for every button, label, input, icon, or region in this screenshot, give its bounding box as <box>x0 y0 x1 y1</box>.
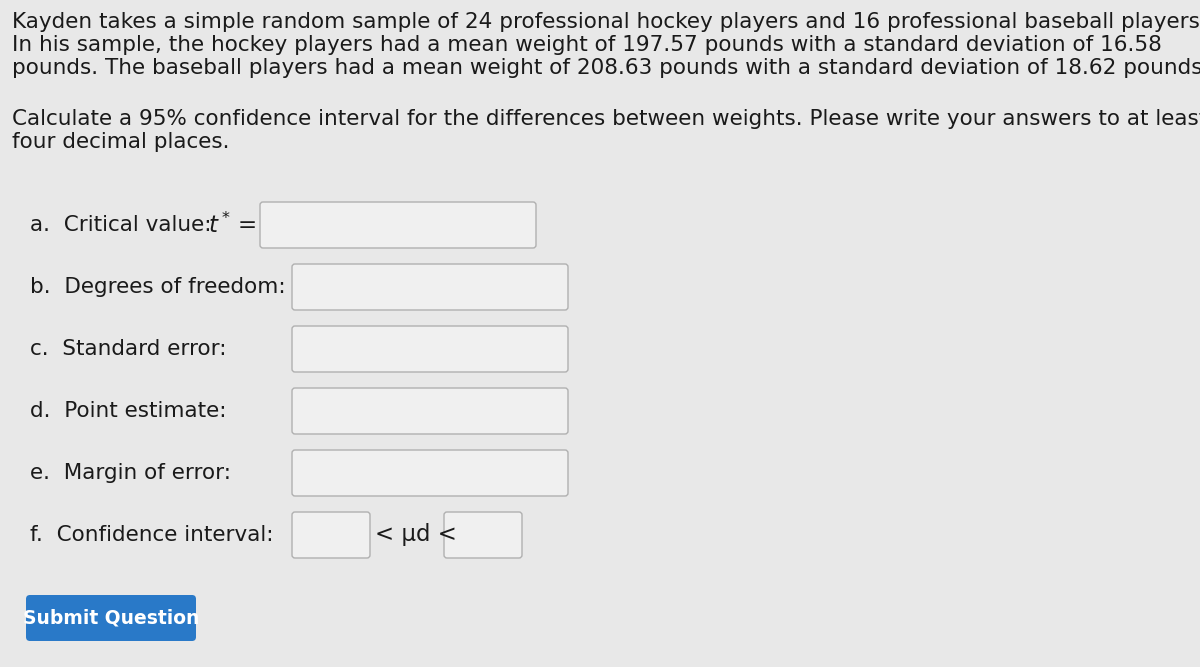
Text: pounds. The baseball players had a mean weight of 208.63 pounds with a standard : pounds. The baseball players had a mean … <box>12 58 1200 78</box>
Text: four decimal places.: four decimal places. <box>12 132 229 152</box>
FancyBboxPatch shape <box>292 512 370 558</box>
FancyBboxPatch shape <box>292 326 568 372</box>
Text: In his sample, the hockey players had a mean weight of 197.57 pounds with a stan: In his sample, the hockey players had a … <box>12 35 1162 55</box>
Text: d.  Point estimate:: d. Point estimate: <box>30 401 227 421</box>
Text: f.  Confidence interval:: f. Confidence interval: <box>30 525 274 545</box>
Text: Submit Question: Submit Question <box>23 608 199 628</box>
FancyBboxPatch shape <box>292 388 568 434</box>
Text: b.  Degrees of freedom:: b. Degrees of freedom: <box>30 277 286 297</box>
FancyBboxPatch shape <box>292 450 568 496</box>
Text: $t^* =$: $t^* =$ <box>208 212 257 237</box>
Text: Kayden takes a simple random sample of 24 professional hockey players and 16 pro: Kayden takes a simple random sample of 2… <box>12 12 1200 32</box>
FancyBboxPatch shape <box>260 202 536 248</box>
FancyBboxPatch shape <box>292 264 568 310</box>
Text: Calculate a 95% confidence interval for the differences between weights. Please : Calculate a 95% confidence interval for … <box>12 109 1200 129</box>
FancyBboxPatch shape <box>26 595 196 641</box>
Text: a.  Critical value:: a. Critical value: <box>30 215 218 235</box>
Text: < μd <: < μd < <box>374 524 457 546</box>
Text: e.  Margin of error:: e. Margin of error: <box>30 463 230 483</box>
FancyBboxPatch shape <box>444 512 522 558</box>
Text: c.  Standard error:: c. Standard error: <box>30 339 227 359</box>
